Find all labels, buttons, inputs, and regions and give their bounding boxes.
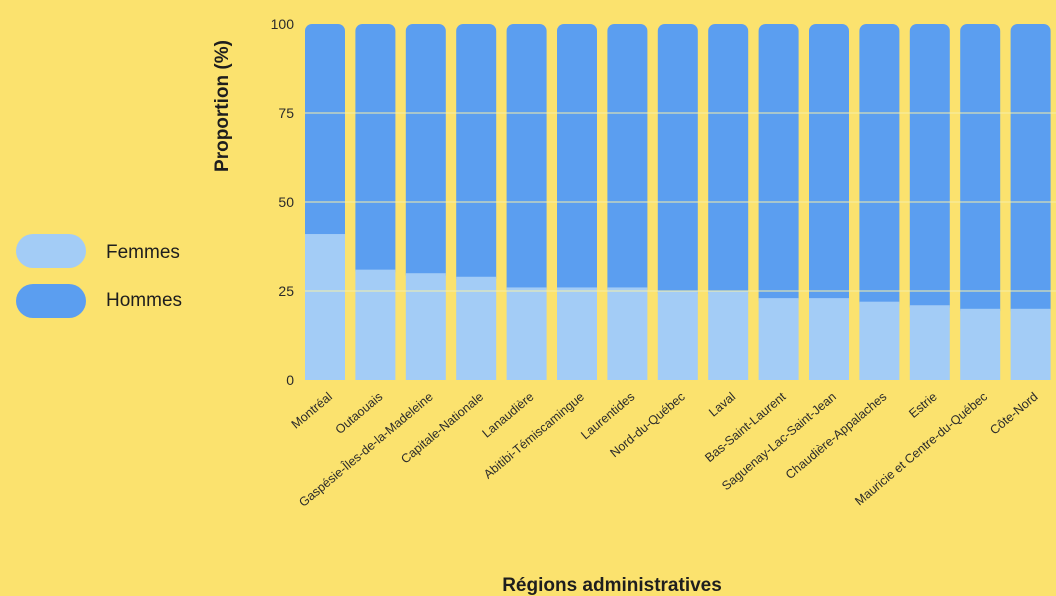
x-tick-chaudiere-appalaches: Chaudière-Appalaches	[783, 390, 889, 482]
bar-femmes-laurentides	[607, 287, 648, 380]
bar-hommes-montreal	[305, 24, 345, 243]
y-tick-50: 50	[278, 194, 294, 210]
x-axis-ticks: MontréalOutaouaisGaspésie-Îles-de-la-Mad…	[289, 389, 1041, 510]
bar-hommes-outaouais	[355, 24, 396, 278]
bar-femmes-montreal	[305, 234, 345, 380]
bar-femmes-chaudiere-appalaches	[859, 301, 900, 380]
bar-femmes-mauricie-et-centre-du-quebec	[960, 308, 1001, 380]
y-axis-title: Proportion (%)	[212, 40, 233, 172]
bar-hommes-cote-nord	[1010, 24, 1051, 317]
y-tick-25: 25	[278, 283, 294, 299]
x-tick-cote-nord: Côte-Nord	[987, 390, 1040, 438]
x-tick-abitibi-temiscamingue: Abitibi-Témiscamingue	[481, 390, 587, 482]
x-tick-estrie: Estrie	[906, 390, 940, 421]
legend-label-hommes: Hommes	[106, 290, 182, 311]
bar-femmes-saguenay-lac-saint-jean	[809, 298, 849, 380]
x-tick-montreal: Montréal	[289, 390, 335, 432]
bar-hommes-bas-saint-laurent	[758, 24, 799, 307]
gridlines	[305, 112, 1056, 292]
bar-hommes-chaudiere-appalaches	[859, 24, 900, 310]
y-tick-75: 75	[278, 105, 294, 121]
bar-hommes-laurentides	[607, 24, 648, 296]
bar-femmes-laval	[708, 291, 749, 380]
bar-femmes-abitibi-temiscamingue	[557, 287, 597, 380]
bar-hommes-nord-du-quebec	[657, 24, 698, 299]
bar-femmes-outaouais	[355, 269, 396, 380]
bar-hommes-gaspesie-iles-de-la-madeleine	[405, 24, 446, 282]
bar-hommes-lanaudiere	[506, 24, 547, 296]
bar-hommes-estrie	[909, 24, 950, 314]
bar-femmes-nord-du-quebec	[657, 291, 698, 380]
legend-swatch-hommes	[16, 284, 86, 318]
legend-label-femmes: Femmes	[106, 242, 180, 263]
bar-hommes-mauricie-et-centre-du-quebec	[960, 24, 1001, 317]
y-tick-100: 100	[271, 16, 295, 32]
bar-femmes-cote-nord	[1010, 308, 1051, 380]
bar-femmes-lanaudiere	[506, 287, 547, 380]
y-axis-ticks: 0 25 50 75 100	[271, 16, 295, 388]
bar-hommes-laval	[708, 24, 749, 299]
legend: Femmes Hommes	[16, 234, 182, 318]
x-tick-laval: Laval	[706, 390, 738, 420]
bar-femmes-gaspesie-iles-de-la-madeleine	[405, 273, 446, 380]
bar-femmes-capitale-nationale	[456, 276, 497, 380]
bars-layer	[305, 24, 1051, 380]
x-axis-title: Régions administratives	[502, 575, 722, 596]
bar-hommes-capitale-nationale	[456, 24, 497, 285]
bar-femmes-estrie	[909, 305, 950, 380]
bar-hommes-abitibi-temiscamingue	[557, 24, 597, 296]
y-tick-0: 0	[286, 372, 294, 388]
bar-femmes-bas-saint-laurent	[758, 298, 799, 380]
bar-hommes-saguenay-lac-saint-jean	[809, 24, 849, 307]
legend-swatch-femmes	[16, 234, 86, 268]
